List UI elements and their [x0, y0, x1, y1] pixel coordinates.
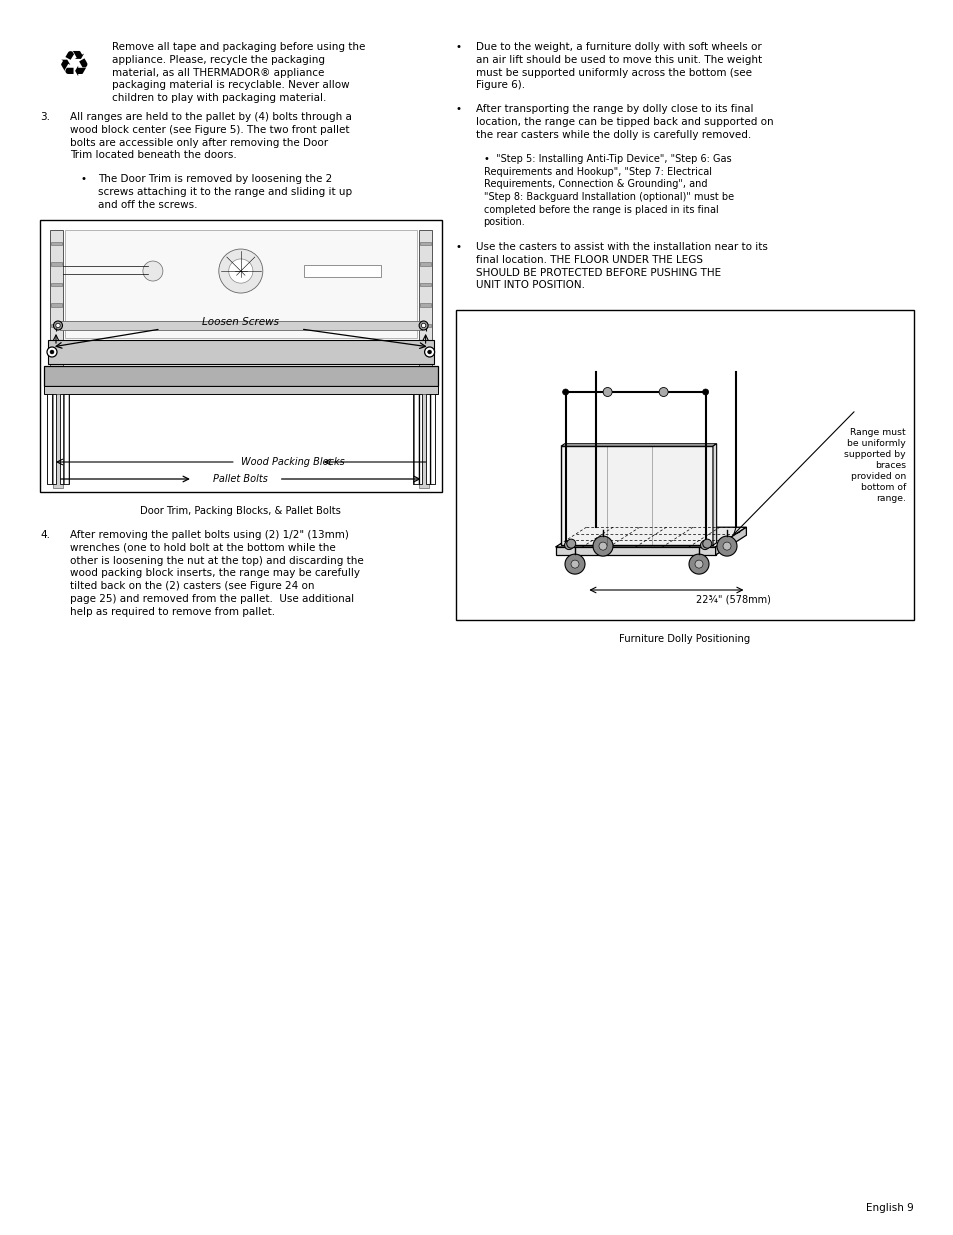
Circle shape: [571, 561, 578, 568]
Circle shape: [593, 536, 613, 556]
Bar: [65, 230, 416, 338]
Text: Use the casters to assist with the installation near to its
final location. THE : Use the casters to assist with the insta…: [476, 242, 766, 290]
Text: 22¾" (578mm): 22¾" (578mm): [696, 594, 770, 604]
Bar: [419, 262, 430, 266]
Circle shape: [418, 321, 428, 330]
Bar: [419, 242, 430, 245]
Polygon shape: [560, 446, 712, 545]
Circle shape: [562, 389, 568, 395]
Circle shape: [659, 388, 667, 396]
Circle shape: [602, 388, 612, 396]
Bar: [44, 366, 437, 387]
Bar: [51, 345, 62, 348]
Bar: [75, 340, 406, 350]
Polygon shape: [715, 527, 745, 555]
Circle shape: [229, 259, 253, 283]
Circle shape: [50, 350, 54, 354]
Text: Wood Packing Blocks: Wood Packing Blocks: [240, 457, 344, 467]
Text: Door Trim, Packing Blocks, & Pallet Bolts: Door Trim, Packing Blocks, & Pallet Bolt…: [140, 506, 341, 516]
Circle shape: [702, 540, 711, 548]
Bar: [419, 283, 430, 287]
Bar: [53, 394, 63, 488]
Text: After transporting the range by dolly close to its final
location, the range can: After transporting the range by dolly cl…: [476, 104, 773, 140]
Circle shape: [218, 249, 262, 293]
Circle shape: [564, 541, 573, 550]
Bar: [418, 230, 431, 368]
Circle shape: [695, 561, 702, 568]
Bar: [51, 304, 62, 306]
Circle shape: [564, 555, 584, 574]
Bar: [413, 394, 421, 484]
Polygon shape: [555, 547, 715, 555]
Text: Remove all tape and packaging before using the
appliance. Please, recycle the pa: Remove all tape and packaging before usi…: [112, 42, 365, 104]
Circle shape: [143, 261, 163, 282]
Text: 3.: 3.: [40, 112, 50, 122]
Text: After removing the pallet bolts using (2) 1/2" (13mm)
wrenches (one to hold bolt: After removing the pallet bolts using (2…: [70, 530, 363, 616]
Circle shape: [701, 389, 708, 395]
Text: Pallet Bolts: Pallet Bolts: [213, 474, 268, 484]
Text: 4.: 4.: [40, 530, 50, 540]
Text: •: •: [456, 104, 461, 114]
Circle shape: [722, 542, 730, 550]
Text: All ranges are held to the pallet by (4) bolts through a
wood block center (see : All ranges are held to the pallet by (4)…: [70, 112, 352, 161]
Bar: [51, 262, 62, 266]
Circle shape: [53, 321, 63, 330]
Text: ♻: ♻: [58, 49, 91, 83]
Bar: [44, 387, 437, 394]
Bar: [60, 321, 421, 330]
Text: The Door Trim is removed by loosening the 2
screws attaching it to the range and: The Door Trim is removed by loosening th…: [98, 174, 352, 210]
Text: Loosen Screws: Loosen Screws: [202, 317, 279, 327]
Text: •: •: [456, 242, 461, 252]
Text: Furniture Dolly Positioning: Furniture Dolly Positioning: [618, 634, 750, 643]
Bar: [47, 394, 56, 484]
Circle shape: [598, 542, 606, 550]
Bar: [419, 324, 430, 327]
Bar: [425, 394, 435, 484]
Text: •  "Step 5: Installing Anti-Tip Device", "Step 6: Gas
Requirements and Hookup", : • "Step 5: Installing Anti-Tip Device", …: [483, 154, 733, 227]
Bar: [51, 283, 62, 287]
Bar: [51, 242, 62, 245]
Circle shape: [566, 540, 576, 548]
Bar: [419, 304, 430, 306]
Polygon shape: [555, 527, 745, 547]
Polygon shape: [712, 443, 716, 545]
Circle shape: [717, 536, 737, 556]
Text: Range must
be uniformly
supported by
braces
provided on
bottom of
range.: Range must be uniformly supported by bra…: [843, 427, 905, 504]
Circle shape: [427, 350, 431, 354]
Bar: [50, 230, 63, 368]
Bar: [456, 310, 913, 620]
Bar: [418, 394, 428, 488]
Text: Due to the weight, a furniture dolly with soft wheels or
an air lift should be u: Due to the weight, a furniture dolly wit…: [476, 42, 760, 90]
Text: English 9: English 9: [865, 1203, 913, 1213]
Circle shape: [688, 555, 708, 574]
Circle shape: [47, 347, 57, 357]
Bar: [60, 394, 69, 484]
Circle shape: [421, 324, 425, 327]
Bar: [51, 324, 62, 327]
Polygon shape: [560, 443, 716, 446]
Text: •: •: [80, 174, 86, 184]
Text: •: •: [456, 42, 461, 52]
Bar: [304, 266, 381, 277]
Circle shape: [700, 541, 709, 550]
Bar: [40, 220, 441, 492]
Polygon shape: [48, 340, 434, 364]
Bar: [419, 345, 430, 348]
Circle shape: [55, 324, 60, 327]
Circle shape: [424, 347, 435, 357]
